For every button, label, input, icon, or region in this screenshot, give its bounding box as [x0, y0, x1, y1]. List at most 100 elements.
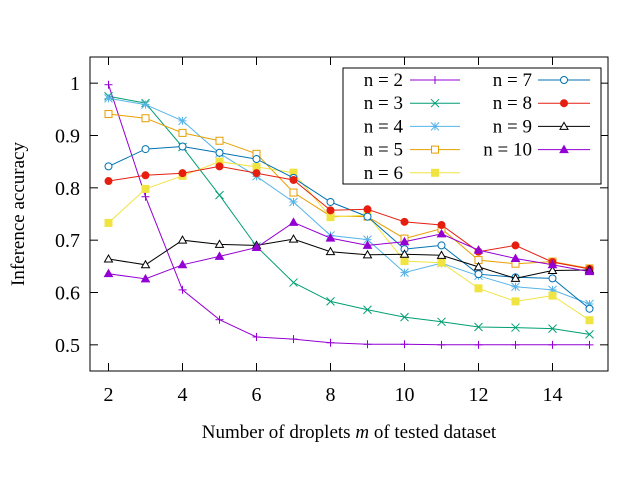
- data-point: [473, 261, 484, 271]
- data-point: [437, 258, 446, 267]
- legend-label: n = 6: [364, 163, 403, 184]
- y-axis-title: Inference accuracy: [8, 142, 29, 286]
- legend-item: n = 4: [364, 116, 460, 137]
- x-tick-label: 8: [326, 384, 336, 406]
- data-point: [140, 273, 151, 283]
- data-point: [399, 249, 410, 258]
- legend-label: n = 2: [364, 70, 403, 91]
- data-point: [326, 206, 335, 215]
- data-point: [547, 265, 558, 275]
- data-point: [510, 273, 521, 282]
- legend-item: n = 7: [493, 70, 590, 91]
- data-point: [178, 285, 187, 294]
- data-point: [511, 282, 520, 292]
- series-9: [103, 217, 595, 283]
- data-point: [325, 233, 336, 242]
- data-point: [584, 266, 595, 276]
- data-point: [585, 316, 594, 325]
- data-point: [104, 177, 113, 186]
- data-point: [140, 259, 151, 269]
- data-point: [362, 249, 373, 259]
- legend-item: n = 3: [364, 93, 460, 114]
- data-point: [548, 340, 557, 349]
- data-point: [141, 145, 150, 154]
- data-point: [430, 122, 440, 131]
- legend-label: n = 3: [364, 93, 403, 114]
- legend-item: n = 2: [364, 70, 460, 91]
- x-axis-title-prefix: Number of droplets: [202, 422, 356, 443]
- data-point: [215, 315, 224, 324]
- series-8: [103, 234, 595, 282]
- data-point: [103, 253, 114, 263]
- data-point: [511, 297, 520, 306]
- data-point: [548, 324, 557, 333]
- data-point: [363, 235, 372, 244]
- data-point: [325, 246, 336, 256]
- series-line: [108, 84, 590, 346]
- data-point: [141, 171, 150, 180]
- y-tick-label: 0.7: [55, 230, 80, 252]
- data-point: [215, 162, 224, 171]
- data-point: [214, 239, 225, 248]
- y-tick-label: 0.5: [55, 335, 80, 357]
- data-point: [474, 270, 483, 279]
- data-point: [141, 100, 150, 109]
- data-point: [178, 128, 187, 137]
- data-point: [252, 332, 261, 341]
- data-point: [559, 121, 569, 130]
- x-axis-title: Number of droplets m of tested dataset: [202, 422, 497, 443]
- legend-item: n = 5: [364, 140, 460, 161]
- legend-item: n = 8: [493, 93, 590, 114]
- data-point: [436, 228, 447, 238]
- legend-label: n = 4: [364, 116, 404, 137]
- series-1: [104, 80, 594, 349]
- data-point: [215, 148, 224, 157]
- data-point: [288, 234, 299, 243]
- series-line: [108, 97, 590, 305]
- data-point: [288, 217, 299, 226]
- data-point: [215, 190, 224, 200]
- data-point: [437, 317, 446, 327]
- data-point: [362, 240, 373, 249]
- data-point: [510, 253, 521, 262]
- data-point: [251, 242, 262, 251]
- data-point: [326, 338, 335, 347]
- data-point: [560, 76, 568, 84]
- x-tick-label: 2: [104, 384, 114, 406]
- data-point: [363, 340, 372, 349]
- data-point: [400, 217, 409, 226]
- data-point: [178, 169, 187, 178]
- data-point: [363, 305, 372, 315]
- data-point: [436, 250, 447, 259]
- data-point: [473, 245, 484, 254]
- data-point: [437, 241, 446, 250]
- data-point: [104, 162, 113, 171]
- x-axis-title-variable: m: [355, 422, 369, 443]
- data-point: [104, 80, 113, 89]
- series-line: [108, 165, 590, 270]
- data-point: [326, 297, 335, 306]
- data-point: [326, 197, 335, 206]
- data-point: [511, 323, 520, 332]
- data-point: [400, 268, 409, 277]
- data-point: [511, 241, 520, 250]
- data-point: [215, 136, 224, 145]
- data-point: [178, 142, 187, 151]
- legend-item: n = 9: [493, 116, 590, 137]
- plot-frame: [89, 56, 609, 372]
- data-point: [363, 205, 372, 214]
- data-point: [399, 236, 410, 246]
- legend-label: n = 7: [493, 70, 532, 91]
- x-tick-label: 12: [469, 384, 489, 406]
- data-point: [104, 110, 113, 119]
- series-line: [108, 95, 590, 335]
- data-point: [437, 340, 446, 349]
- y-tick-label: 0.9: [55, 126, 80, 148]
- data-point: [104, 93, 113, 103]
- data-point: [474, 284, 483, 293]
- data-point: [177, 235, 188, 244]
- data-point: [289, 335, 298, 344]
- data-point: [289, 278, 298, 287]
- data-point: [548, 291, 557, 300]
